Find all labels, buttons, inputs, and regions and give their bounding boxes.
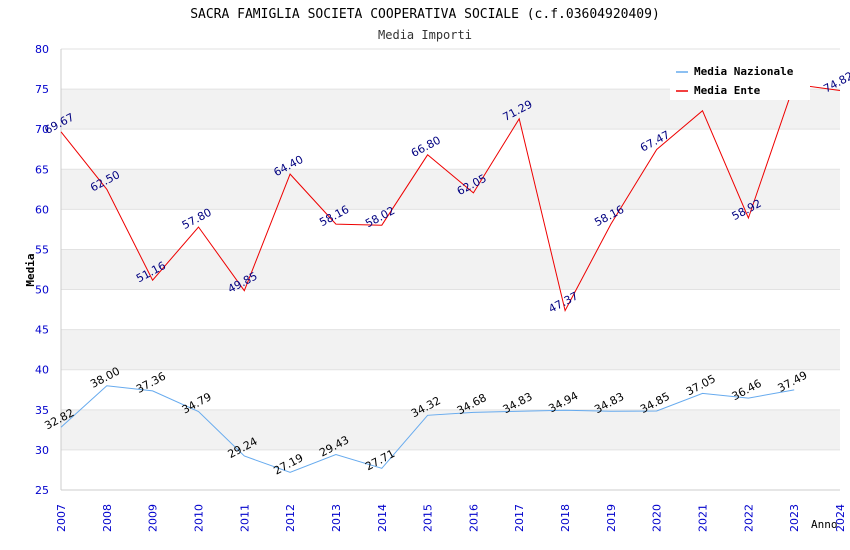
x-tick-label: 2010 [192, 504, 205, 532]
x-tick-label: 2023 [788, 504, 801, 532]
x-tick-label: 2020 [651, 504, 664, 532]
plot-band [61, 169, 840, 210]
x-tick-label: 2018 [559, 504, 572, 532]
legend-label-media-nazionale: Media Nazionale [694, 65, 794, 78]
y-tick-label: 60 [35, 203, 49, 216]
legend: Media Nazionale Media Ente [670, 60, 810, 100]
chart-title: SACRA FAMIGLIA SOCIETA COOPERATIVA SOCIA… [190, 7, 660, 22]
x-tick-label: 2019 [605, 504, 618, 532]
y-tick-label: 30 [35, 444, 49, 457]
x-tick-label: 2008 [101, 504, 114, 532]
gridlines [61, 48, 840, 491]
plot-band [61, 409, 840, 450]
y-tick-label: 40 [35, 364, 49, 377]
y-tick-label: 25 [35, 484, 49, 497]
y-tick-label: 75 [35, 83, 49, 96]
y-tick-label: 35 [35, 404, 49, 417]
y-axis-label: Media [24, 253, 37, 286]
plot-band [61, 329, 840, 370]
y-tick-label: 50 [35, 284, 49, 297]
x-tick-label: 2015 [422, 504, 435, 532]
plot-band [61, 209, 840, 250]
legend-label-media-ente: Media Ente [694, 84, 761, 97]
plot-band [61, 369, 840, 410]
y-axis-ticks: 25 30 35 40 45 50 55 60 65 70 75 80 [35, 43, 49, 497]
x-tick-label: 2021 [697, 504, 710, 532]
x-axis-ticks: 2007 2008 2009 2010 2011 2012 2013 2014 2015 2016… [55, 504, 847, 532]
plot-band [61, 129, 840, 170]
x-tick-label: 2022 [742, 504, 755, 532]
series-line-media-nazionale [60, 385, 795, 473]
y-tick-label: 45 [35, 324, 49, 337]
x-tick-label: 2024 [834, 504, 847, 532]
x-axis-label: Anno [811, 518, 838, 531]
plot-band [61, 289, 840, 330]
series-line-media-ente [60, 83, 841, 313]
x-tick-label: 2009 [147, 504, 160, 532]
x-tick-label: 2014 [376, 504, 389, 532]
x-tick-label: 2012 [284, 504, 297, 532]
plot-band [61, 449, 840, 490]
x-tick-label: 2017 [513, 504, 526, 532]
plot-background-bands [61, 49, 840, 490]
x-tick-label: 2011 [238, 504, 251, 532]
y-tick-label: 70 [35, 123, 49, 136]
x-tick-label: 2013 [330, 504, 343, 532]
x-tick-label: 2007 [55, 504, 68, 532]
chart-subtitle: Media Importi [378, 28, 472, 42]
y-tick-label: 65 [35, 163, 49, 176]
y-tick-label: 55 [35, 243, 49, 256]
plot-band [61, 249, 840, 290]
series-lines [60, 83, 841, 473]
x-tick-label: 2016 [467, 504, 480, 532]
legend-box [670, 60, 810, 100]
y-tick-label: 80 [35, 43, 49, 56]
